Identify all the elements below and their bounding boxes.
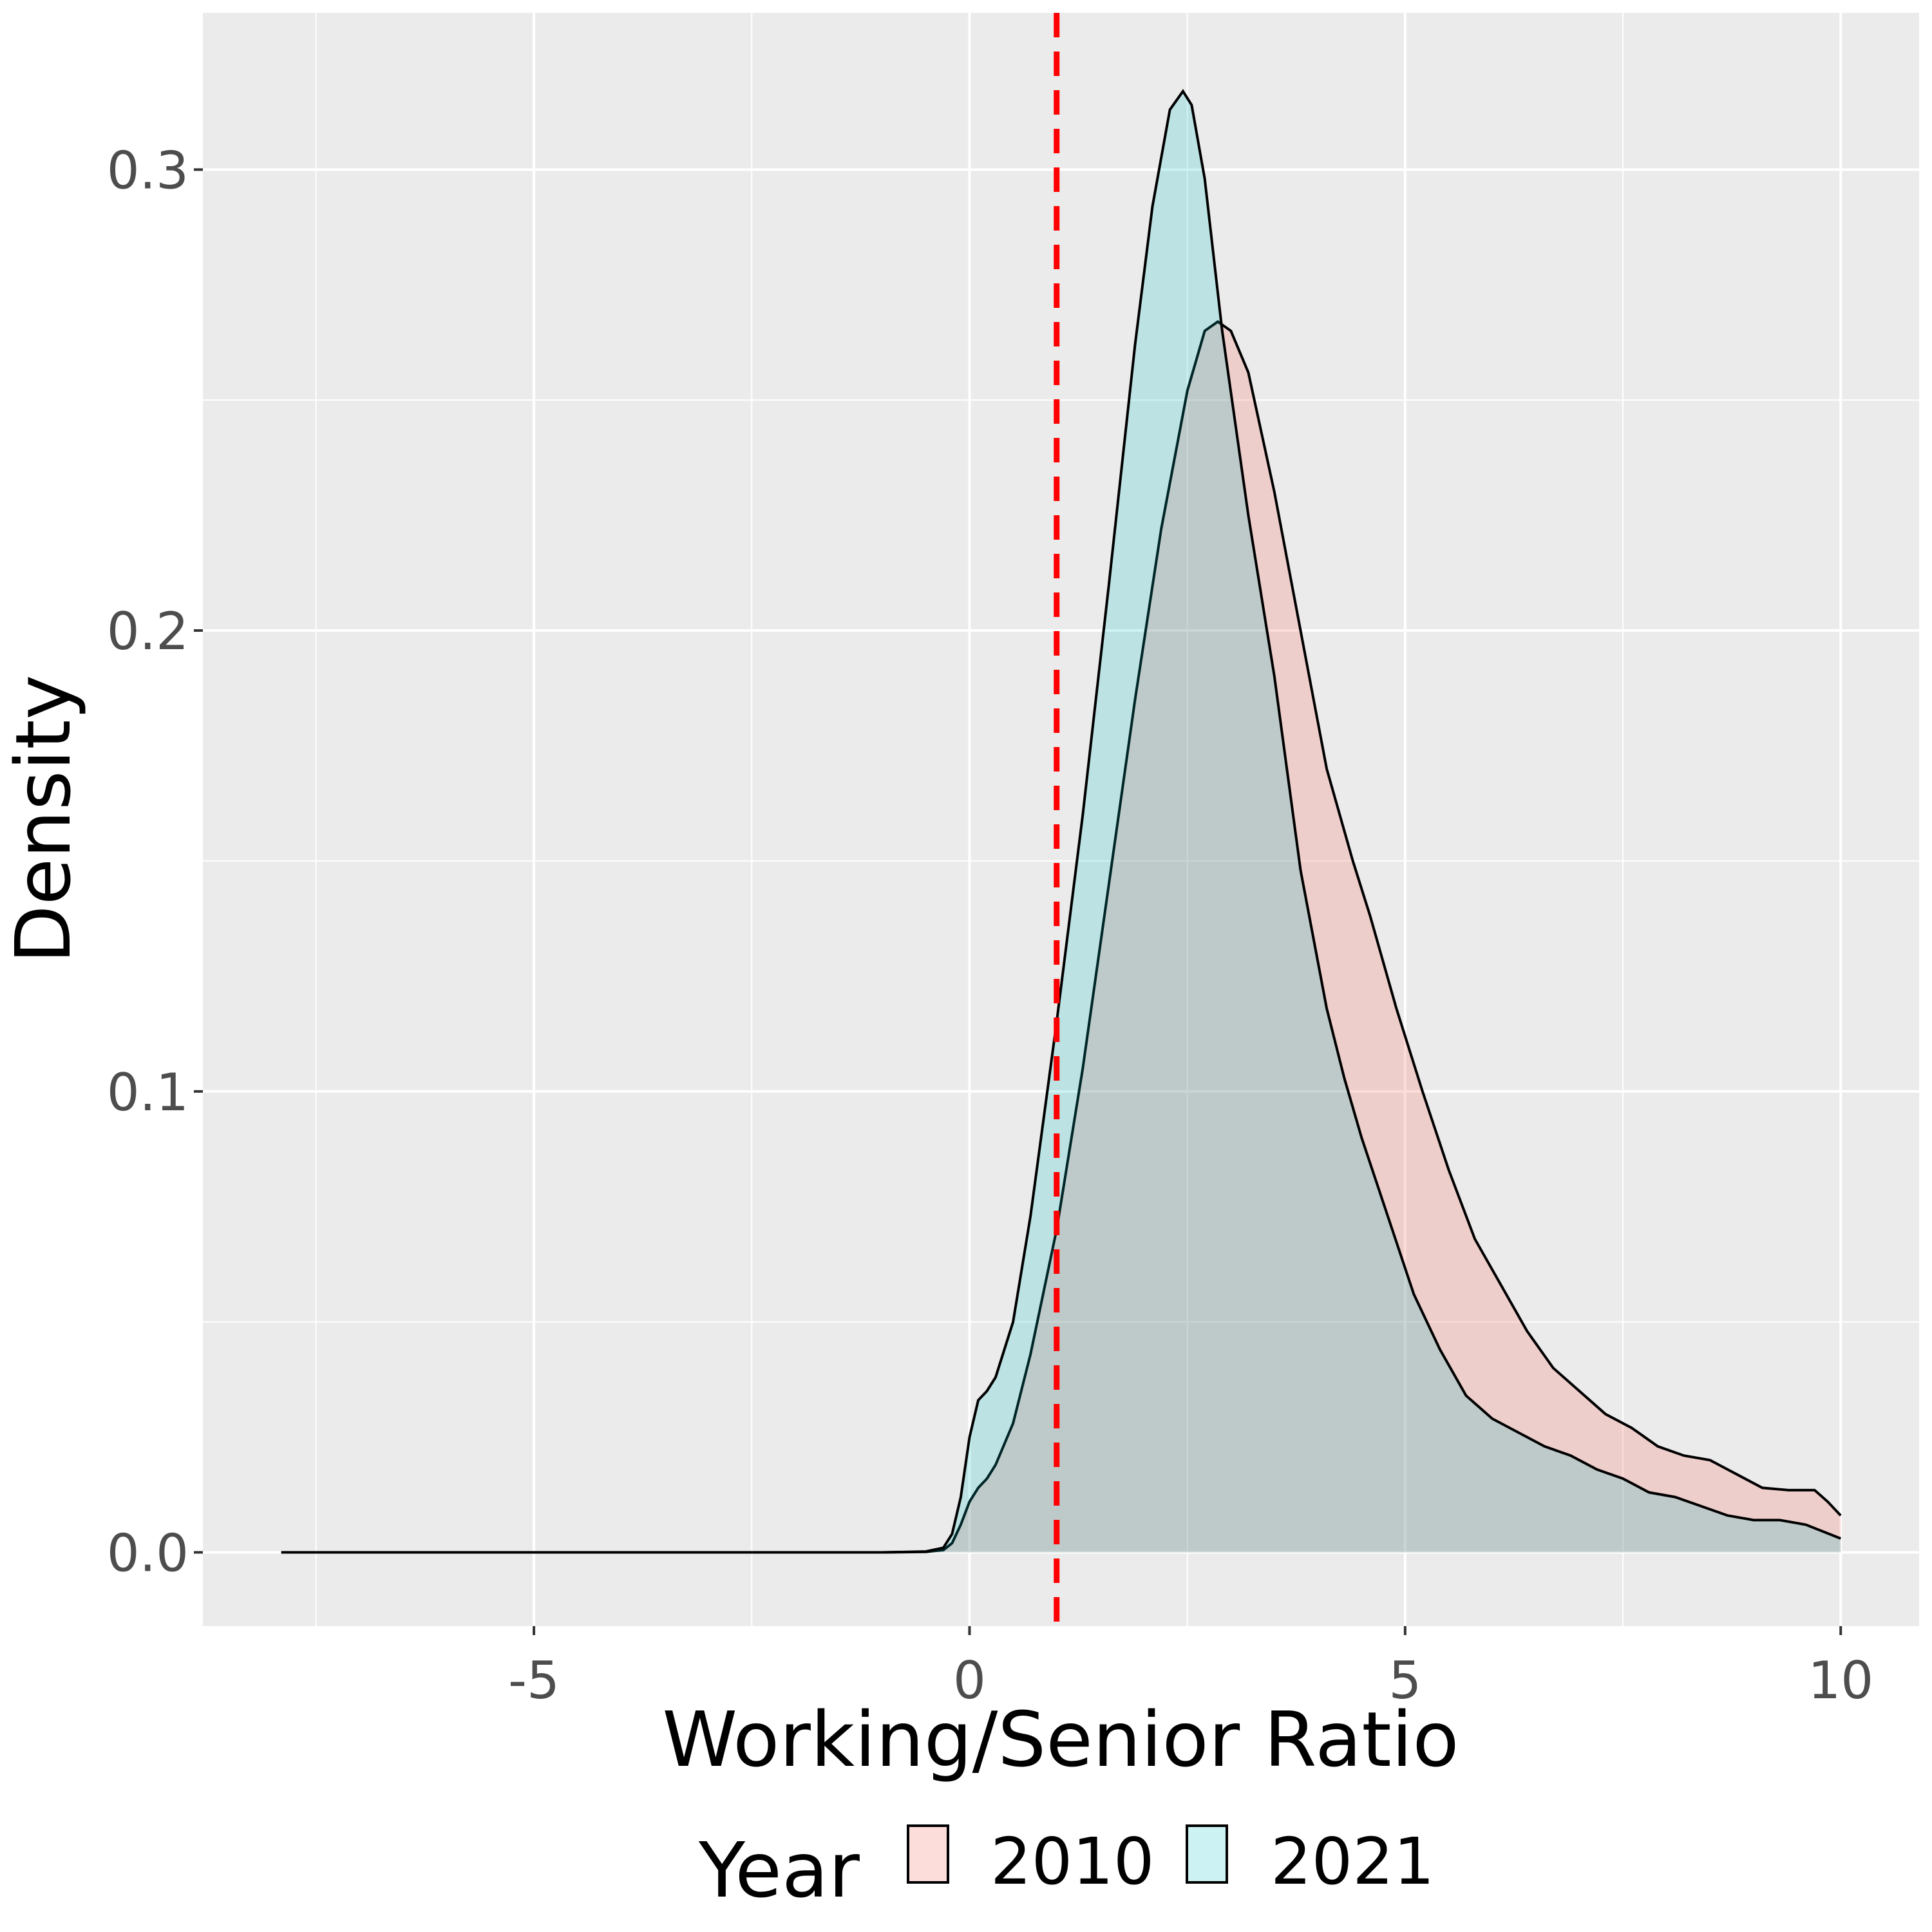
y-tick-label: 0.1: [107, 1063, 189, 1122]
y-tick-label: 0.2: [107, 601, 189, 661]
panel-background: [203, 13, 1919, 1626]
y-tick-label: 0.3: [107, 140, 189, 200]
legend-title: Year: [698, 1826, 860, 1915]
legend: Year 2010 2021: [698, 1824, 1435, 1915]
legend-key-2010: [907, 1824, 949, 1884]
major-gridlines: [203, 13, 1919, 1626]
legend-key-2021: [1186, 1824, 1228, 1884]
density-line-2021: [281, 89, 1841, 1554]
legend-label-2021: 2021: [1271, 1824, 1435, 1899]
x-tick-label: 0: [953, 1651, 986, 1710]
density-area-2010: [281, 321, 1841, 1553]
density-areas: [281, 89, 1842, 1554]
x-tick-label: 10: [1808, 1651, 1873, 1710]
y-axis-title: Density: [0, 675, 88, 964]
legend-item-2021: 2021: [1186, 1824, 1435, 1899]
minor-gridlines: [203, 13, 1919, 1626]
x-axis-ticks: -5 0 5 10: [508, 1626, 1873, 1710]
y-axis-ticks: 0.0 0.1 0.2 0.3: [107, 140, 203, 1583]
x-axis-title: Working/Senior Ratio: [662, 1695, 1459, 1784]
density-line-2010: [281, 320, 1842, 1554]
x-tick-label: -5: [508, 1651, 560, 1710]
legend-item-2010: 2010: [907, 1824, 1155, 1899]
legend-label-2010: 2010: [990, 1824, 1155, 1899]
x-tick-label: 5: [1388, 1651, 1421, 1710]
y-tick-label: 0.0: [107, 1523, 189, 1583]
density-area-2021: [281, 91, 1841, 1553]
